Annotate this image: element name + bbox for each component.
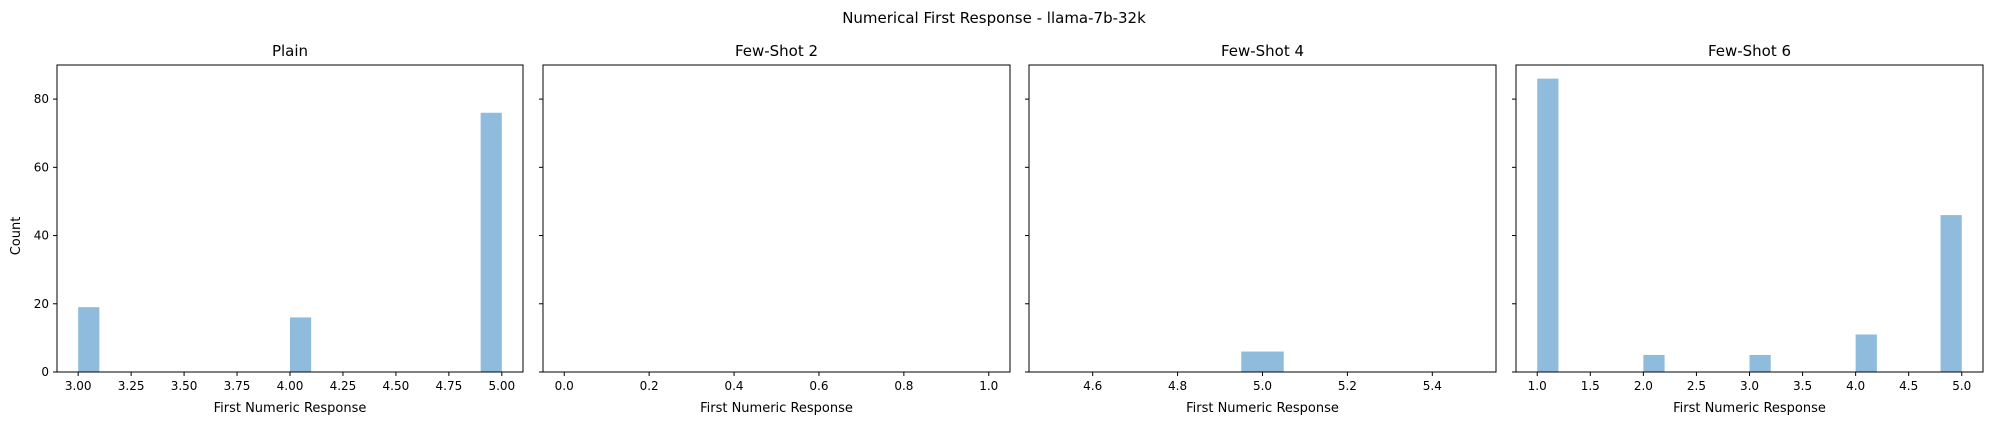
histogram-bar [1940,215,1962,372]
x-tick-label: 5.4 [1423,379,1442,393]
y-tick-label: 20 [34,297,49,311]
x-tick-label: 2.5 [1687,379,1706,393]
x-tick-label: 4.8 [1168,379,1187,393]
x-tick-label: 1.0 [1528,379,1547,393]
plot-frame [542,64,1011,373]
y-tick-label: 60 [34,160,49,174]
histogram-bar [1537,78,1559,373]
histogram-bar [1241,351,1284,372]
x-axis-label: First Numeric Response [1673,401,1826,416]
x-tick-label: 4.50 [383,379,410,393]
x-tick-label: 4.25 [330,379,357,393]
x-tick-label: 0.8 [894,379,913,393]
histogram-bar [1643,354,1665,372]
y-tick-label: 40 [34,229,49,243]
x-tick-label: 1.0 [979,379,998,393]
x-tick-label: 5.00 [488,379,515,393]
x-tick-label: 1.5 [1581,379,1600,393]
x-tick-label: 4.00 [277,379,304,393]
histogram-bar [1749,354,1771,372]
panel-title: Few-Shot 4 [1221,42,1304,60]
x-tick-label: 3.0 [1740,379,1759,393]
chart-panel-1: Few-Shot 2 0.0 0.2 0.4 0.6 0.8 1.0 First Numeri… [539,42,1011,416]
x-tick-label: 4.0 [1846,379,1865,393]
y-axis-label: Count [9,217,24,256]
x-tick-label: 4.75 [436,379,463,393]
x-tick-label: 2.0 [1634,379,1653,393]
plot-frame [1515,64,1984,373]
histogram-bar [1855,334,1877,372]
chart-panel-0: Plain 3.00 3.25 3.50 3.75 4.00 4.25 4.50 4.75 5.0… [34,42,524,416]
panel-title: Plain [272,42,308,60]
x-tick-label: 3.5 [1793,379,1812,393]
histogram-bar [290,317,312,372]
x-tick-label: 5.0 [1952,379,1971,393]
x-tick-label: 3.50 [171,379,198,393]
x-tick-label: 3.75 [224,379,251,393]
histogram-bar [480,112,502,372]
x-tick-label: 0.4 [724,379,743,393]
x-tick-label: 3.25 [118,379,145,393]
plot-frame [1028,64,1497,373]
chart-panel-3: Few-Shot 6 1.0 1.5 2.0 2.5 3.0 3.5 4.0 4.5 5.0 Fir… [1512,42,1984,416]
panel-title: Few-Shot 6 [1708,42,1791,60]
y-tick-label: 0 [41,365,49,379]
x-axis-label: First Numeric Response [1186,401,1339,416]
x-tick-label: 4.6 [1083,379,1102,393]
y-tick-label: 80 [34,92,49,106]
x-axis-label: First Numeric Response [700,401,853,416]
x-tick-label: 5.2 [1338,379,1357,393]
figure-title: Numerical First Response - llama-7b-32k [842,9,1146,27]
x-tick-label: 5.0 [1253,379,1272,393]
x-axis-label: First Numeric Response [214,401,367,416]
histogram-bar [78,307,100,372]
x-tick-label: 0.0 [555,379,574,393]
x-tick-label: 3.00 [65,379,92,393]
panel-title: Few-Shot 2 [735,42,818,60]
x-tick-label: 0.2 [640,379,659,393]
x-tick-label: 4.5 [1899,379,1918,393]
x-tick-label: 0.6 [809,379,828,393]
chart-panel-2: Few-Shot 4 4.6 4.8 5.0 5.2 5.4 First Numeric R… [1025,42,1497,416]
